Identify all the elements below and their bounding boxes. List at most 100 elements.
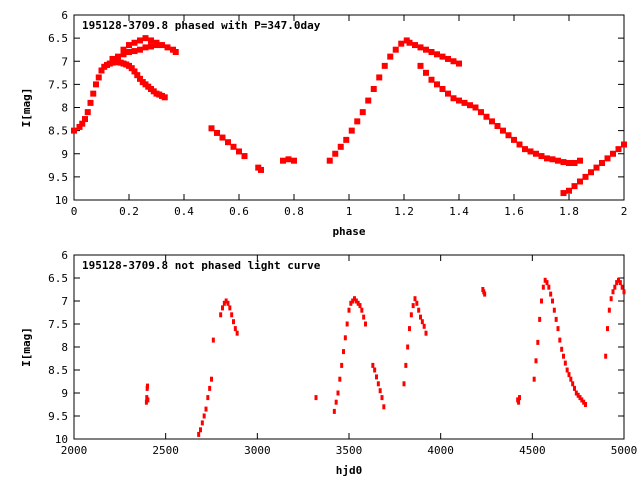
data-point	[128, 65, 135, 72]
data-point	[434, 51, 440, 58]
x-tick-label: 4000	[427, 444, 454, 457]
data-point	[146, 397, 150, 403]
data-point	[208, 385, 212, 391]
x-tick-label: 1.8	[559, 205, 579, 218]
data-point	[236, 148, 242, 155]
data-point	[376, 74, 383, 81]
data-point	[445, 55, 451, 62]
data-point	[533, 150, 539, 157]
x-tick-label: 0.2	[119, 205, 139, 218]
data-point	[221, 305, 224, 311]
data-point	[571, 160, 578, 166]
data-point	[622, 289, 626, 295]
data-point	[208, 125, 215, 132]
data-point	[153, 42, 160, 49]
data-point	[467, 102, 473, 109]
data-point	[142, 44, 149, 51]
data-point	[408, 326, 411, 332]
phased-light-curve-panel: 0 0.2 0.4 0.6 0.8 1 1.2 1.4 1.6 1.8 2 6 6.5 7 7.5 8 8.5 9…	[20, 9, 627, 238]
data-point	[478, 109, 484, 116]
data-point	[571, 381, 575, 387]
x-tick-label: 0.8	[284, 205, 304, 218]
data-point	[159, 42, 165, 49]
data-point	[439, 86, 446, 92]
data-point	[420, 319, 424, 325]
data-point	[582, 399, 586, 405]
data-point	[365, 97, 372, 104]
data-point	[554, 316, 558, 322]
data-point	[483, 113, 490, 120]
data-point	[211, 337, 215, 343]
y-tick-label: 9.5	[48, 410, 68, 423]
data-point	[593, 164, 600, 171]
y-tick-label: 7.5	[48, 318, 68, 331]
data-point	[423, 69, 429, 76]
x-tick-label: 1.4	[449, 205, 469, 218]
y-tick-label: 7	[61, 55, 68, 68]
data-point	[222, 300, 226, 306]
data-point	[358, 303, 362, 309]
data-point	[545, 280, 549, 286]
data-point	[428, 49, 435, 55]
data-point	[378, 388, 382, 394]
data-point	[547, 284, 551, 290]
data-point	[336, 390, 340, 396]
data-point	[241, 153, 248, 160]
data-point	[560, 190, 567, 197]
data-point	[571, 183, 578, 190]
data-point	[137, 46, 143, 53]
data-point	[599, 160, 605, 166]
data-point	[134, 72, 141, 79]
data-point	[541, 284, 545, 290]
x-tick-label: 0.6	[229, 205, 249, 218]
data-point	[71, 127, 77, 134]
data-point	[219, 134, 226, 141]
data-point	[569, 376, 573, 382]
data-point	[411, 303, 415, 309]
data-point	[98, 67, 105, 74]
x-tick-label: 1.6	[504, 205, 524, 218]
data-point	[562, 353, 565, 359]
data-point	[549, 156, 556, 163]
data-point	[232, 319, 235, 325]
data-point	[233, 326, 237, 332]
y-tick-label: 7.5	[48, 78, 68, 91]
data-point	[371, 362, 375, 368]
y-tick-label: 8.5	[48, 364, 68, 377]
data-point	[345, 321, 349, 327]
data-point	[424, 330, 428, 336]
data-point	[439, 53, 446, 60]
data-point	[604, 353, 608, 359]
x-tick-label: 0	[71, 205, 78, 218]
data-point	[580, 397, 584, 403]
data-point	[314, 395, 318, 401]
x-tick-label: 2500	[152, 444, 179, 457]
data-point	[340, 362, 344, 368]
data-point	[146, 383, 150, 389]
data-point	[338, 376, 342, 382]
data-point	[87, 99, 94, 106]
data-point	[500, 127, 506, 134]
y-tick-label: 9	[61, 387, 68, 400]
x-tick-label: 0.4	[174, 205, 194, 218]
data-point	[349, 300, 353, 306]
data-point	[206, 395, 210, 401]
data-point	[551, 298, 554, 304]
data-point	[82, 116, 88, 123]
data-point	[456, 60, 462, 67]
data-point	[527, 148, 534, 155]
y-tick-label: 6	[61, 9, 68, 22]
data-point	[522, 146, 528, 153]
data-point	[536, 339, 540, 345]
unphased-light-curve-panel: 2000 2500 3000 3500 4000 4500 5000 6 6.5 7 7.5 8 8.5…	[20, 249, 637, 477]
data-point	[582, 173, 589, 180]
data-point	[343, 136, 350, 143]
data-point	[409, 312, 413, 318]
data-point	[84, 109, 91, 116]
data-point	[456, 97, 462, 104]
data-point	[417, 307, 421, 313]
data-point	[226, 300, 230, 306]
data-point	[417, 62, 424, 69]
data-point	[398, 40, 405, 47]
data-point	[461, 99, 468, 106]
